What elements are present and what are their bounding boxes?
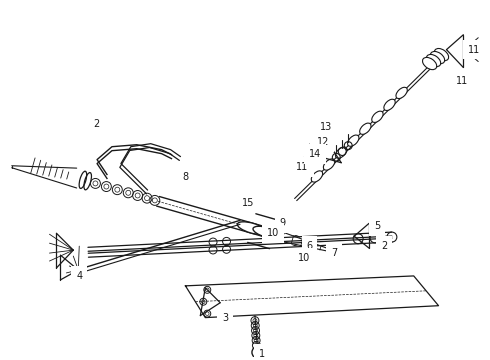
Text: 11: 11 — [456, 76, 468, 86]
Polygon shape — [283, 232, 330, 252]
Polygon shape — [185, 276, 439, 318]
Text: 11: 11 — [468, 45, 480, 55]
Ellipse shape — [435, 49, 449, 61]
Text: 15: 15 — [242, 198, 254, 208]
Text: 11: 11 — [296, 162, 309, 172]
Text: 12: 12 — [317, 137, 330, 147]
Ellipse shape — [384, 99, 395, 111]
Ellipse shape — [360, 123, 371, 134]
Ellipse shape — [396, 87, 407, 99]
Ellipse shape — [311, 171, 322, 182]
Ellipse shape — [323, 159, 335, 170]
Polygon shape — [12, 166, 76, 188]
Text: 10: 10 — [298, 253, 311, 263]
Text: 3: 3 — [222, 312, 228, 323]
Ellipse shape — [79, 171, 87, 189]
Ellipse shape — [336, 147, 347, 158]
Text: 9: 9 — [280, 218, 286, 228]
Ellipse shape — [253, 226, 282, 239]
Ellipse shape — [347, 135, 359, 146]
Ellipse shape — [237, 222, 266, 234]
Text: 7: 7 — [331, 248, 338, 258]
Text: 13: 13 — [320, 122, 333, 132]
Ellipse shape — [426, 54, 441, 67]
Text: 10: 10 — [267, 228, 279, 238]
Text: 1: 1 — [259, 349, 265, 359]
Text: 14: 14 — [309, 149, 321, 159]
Ellipse shape — [430, 51, 444, 64]
Circle shape — [252, 346, 264, 358]
Text: 8: 8 — [182, 172, 189, 182]
Text: 2: 2 — [381, 241, 387, 251]
Ellipse shape — [422, 57, 437, 69]
Text: 5: 5 — [374, 221, 380, 231]
Text: 2: 2 — [93, 119, 99, 129]
Text: 6: 6 — [306, 241, 313, 251]
Text: 4: 4 — [76, 271, 82, 281]
Ellipse shape — [372, 111, 383, 122]
